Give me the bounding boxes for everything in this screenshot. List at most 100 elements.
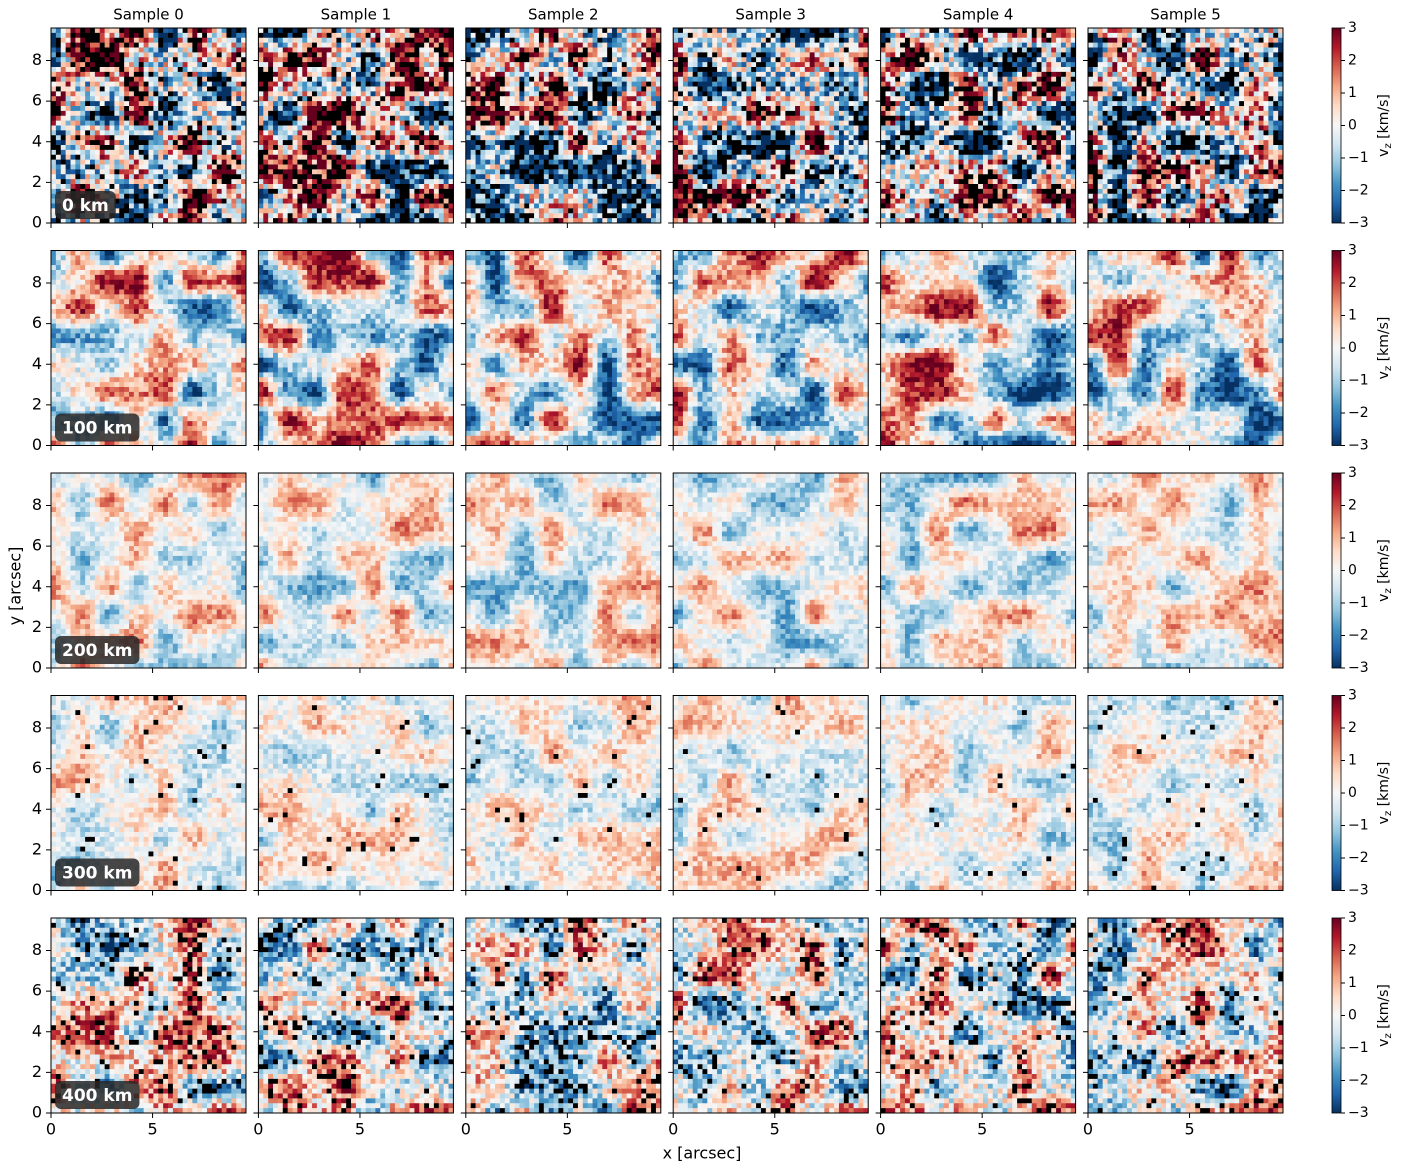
pixel: [375, 116, 380, 121]
pixel: [529, 208, 534, 213]
pixel: [207, 33, 212, 38]
pixel: [390, 179, 395, 184]
pixel: [173, 208, 178, 213]
pixel: [307, 135, 312, 140]
pixel: [71, 33, 76, 38]
pixel: [632, 145, 637, 150]
pixel: [505, 82, 510, 87]
pixel: [95, 96, 100, 101]
pixel: [554, 106, 559, 111]
pixel: [505, 121, 510, 126]
pixel: [163, 38, 168, 43]
pixel: [593, 62, 598, 67]
pixel: [500, 208, 505, 213]
pixel: [178, 189, 183, 194]
pixel: [129, 67, 134, 72]
pixel: [302, 111, 307, 116]
pixel: [519, 87, 524, 92]
pixel: [322, 160, 327, 165]
pixel: [51, 121, 56, 126]
pixel: [471, 155, 476, 160]
pixel: [500, 155, 505, 160]
pixel: [124, 106, 129, 111]
pixel: [197, 101, 202, 106]
pixel: [593, 145, 598, 150]
pixel: [207, 48, 212, 53]
pixel: [71, 96, 76, 101]
pixel: [632, 57, 637, 62]
pixel: [90, 87, 95, 92]
pixel: [317, 52, 322, 57]
pixel: [510, 87, 515, 92]
pixel: [524, 145, 529, 150]
pixel: [80, 145, 85, 150]
pixel: [263, 130, 268, 135]
pixel: [236, 57, 241, 62]
pixel: [217, 72, 222, 77]
pixel: [273, 130, 278, 135]
pixel: [534, 38, 539, 43]
pixel: [75, 130, 80, 135]
pixel: [534, 116, 539, 121]
pixel: [485, 96, 490, 101]
pixel: [732, 38, 737, 43]
pixel: [297, 189, 302, 194]
pixel: [173, 82, 178, 87]
pixel: [505, 150, 510, 155]
pixel: [212, 189, 217, 194]
pixel: [356, 130, 361, 135]
pixel: [588, 174, 593, 179]
pixel: [202, 62, 207, 67]
pixel: [124, 48, 129, 53]
pixel: [346, 101, 351, 106]
pixel: [588, 111, 593, 116]
pixel: [434, 52, 439, 57]
pixel: [129, 106, 134, 111]
pixel: [332, 91, 337, 96]
pixel: [361, 130, 366, 135]
pixel: [390, 38, 395, 43]
pixel: [400, 96, 405, 101]
pixel: [632, 184, 637, 189]
pixel: [515, 82, 520, 87]
pixel: [188, 52, 193, 57]
pixel: [258, 48, 263, 53]
pixel: [207, 208, 212, 213]
pixel: [346, 208, 351, 213]
pixel: [85, 111, 90, 116]
pixel: [480, 28, 485, 33]
pixel: [100, 116, 105, 121]
pixel: [139, 208, 144, 213]
pixel: [317, 208, 322, 213]
pixel: [178, 135, 183, 140]
pixel: [375, 160, 380, 165]
pixel: [400, 87, 405, 92]
pixel: [444, 28, 449, 33]
pixel: [410, 155, 415, 160]
pixel: [371, 174, 376, 179]
pixel: [424, 91, 429, 96]
pixel: [510, 189, 515, 194]
pixel: [612, 145, 617, 150]
pixel: [336, 106, 341, 111]
pixel: [153, 140, 158, 145]
pixel: [500, 43, 505, 48]
pixel: [258, 87, 263, 92]
pixel: [554, 72, 559, 77]
pixel: [588, 106, 593, 111]
pixel: [85, 126, 90, 131]
pixel: [332, 52, 337, 57]
pixel: [66, 91, 71, 96]
pixel: [105, 96, 110, 101]
pixel: [144, 160, 149, 165]
pixel: [607, 43, 612, 48]
pixel: [188, 165, 193, 170]
pixel: [297, 160, 302, 165]
pixel: [568, 62, 573, 67]
pixel: [597, 48, 602, 53]
pixel: [641, 204, 646, 209]
pixel: [622, 91, 627, 96]
pixel: [149, 194, 154, 199]
pixel: [544, 48, 549, 53]
pixel: [341, 160, 346, 165]
